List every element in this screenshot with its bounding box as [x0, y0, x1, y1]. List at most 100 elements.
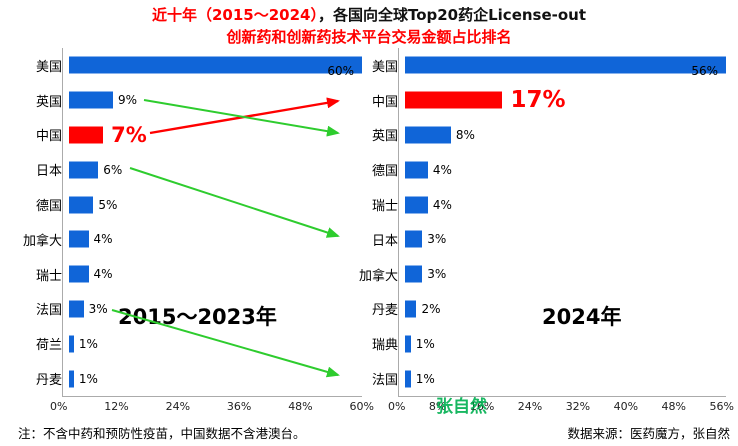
bar-row: 瑞典 1% [340, 326, 726, 361]
chart-title-line2: 创新药和创新药技术平台交易金额占比排名 [226, 27, 512, 46]
data-source: 数据来源：医药魔方，张自然 [567, 426, 730, 441]
category-label: 丹麦 [35, 373, 62, 389]
category-label: 加拿大 [358, 268, 398, 284]
bar-track: 3% [69, 292, 362, 327]
value-label: 7% [111, 122, 147, 147]
x-tick-label: 12% [104, 400, 129, 413]
x-tick-label: 48% [288, 400, 313, 413]
bar-row: 德国 4% [340, 152, 726, 187]
bar-track: 56% [405, 48, 726, 83]
category-label: 日本 [371, 233, 398, 249]
category-label: 日本 [35, 164, 62, 180]
value-label: 1% [78, 371, 98, 386]
x-tick-label: 60% [349, 400, 374, 413]
bar-row: 法国 3% [8, 292, 362, 327]
bar [69, 161, 99, 179]
bar-row: 中国 7% [8, 118, 362, 153]
bar [405, 56, 726, 74]
bar-row: 加拿大 3% [340, 257, 726, 292]
bar-track: 5% [69, 187, 362, 222]
chart-title-line1: 近十年（2015～2024），各国向全球Top20药企License-out [0, 5, 738, 27]
bar-track: 9% [69, 83, 362, 118]
category-label: 英国 [35, 94, 62, 110]
bar-chart-2015-2023: 美国 60% 英国 9% 中国 7% 日本 6% 德国 5% 加拿大 4% 瑞士 4% 法国 3% 荷兰 1% 丹麦… [8, 48, 362, 396]
bar-row: 中国 17% [340, 83, 726, 118]
x-tick-label: 24% [165, 400, 191, 413]
bar-row: 美国 56% [340, 48, 726, 83]
x-tick-label: 8% [428, 400, 447, 413]
x-axis-line-right [398, 396, 726, 397]
bar-row: 英国 8% [340, 118, 726, 153]
bar-row: 丹麦 2% [340, 292, 726, 327]
bar [405, 126, 451, 144]
bar [405, 300, 417, 318]
bar-row: 荷兰 1% [8, 326, 362, 361]
y-axis-line-left [62, 48, 63, 397]
value-label: 60% [327, 64, 354, 78]
bar-track: 6% [69, 152, 362, 187]
bar-track: 1% [69, 326, 362, 361]
bar-track: 7% [69, 118, 362, 153]
bar-row: 瑞士 4% [340, 187, 726, 222]
value-label: 1% [78, 336, 98, 351]
value-label: 4% [432, 197, 452, 212]
bar-track: 1% [405, 326, 726, 361]
value-label: 4% [93, 267, 113, 282]
period-label-2024: 2024年 [542, 305, 622, 329]
bar-row: 瑞士 4% [8, 257, 362, 292]
bar-track: 1% [405, 361, 726, 396]
bar-row: 日本 3% [340, 222, 726, 257]
category-label: 瑞士 [371, 199, 398, 215]
category-label: 瑞士 [35, 268, 62, 284]
bar-track: 4% [69, 222, 362, 257]
y-axis-line-right [398, 48, 399, 397]
bar-track: 3% [405, 222, 726, 257]
bar [405, 196, 428, 214]
value-label: 8% [455, 127, 475, 142]
x-tick-label: 32% [565, 400, 591, 413]
bar [405, 230, 423, 248]
category-label: 荷兰 [35, 338, 62, 354]
value-label: 6% [103, 162, 123, 177]
value-label: 3% [88, 301, 108, 316]
bar-track: 3% [405, 257, 726, 292]
value-label: 1% [415, 336, 435, 351]
x-tick-label: 0% [50, 400, 68, 413]
category-label: 法国 [35, 303, 62, 319]
bar [69, 230, 89, 248]
value-label: 17% [510, 87, 566, 114]
category-label: 瑞典 [371, 338, 398, 354]
category-label: 中国 [371, 94, 398, 110]
bar-chart-2024: 美国 56% 中国 17% 英国 8% 德国 4% 瑞士 4% 日本 3% 加拿大 3% 丹麦 2% 瑞典 1% 法… [340, 48, 726, 396]
bar-track: 1% [69, 361, 362, 396]
bar-row: 德国 5% [8, 187, 362, 222]
value-label: 3% [427, 267, 447, 282]
category-label: 法国 [371, 373, 398, 389]
bar-row: 美国 60% [8, 48, 362, 83]
x-tick-label: 24% [517, 400, 543, 413]
value-label: 1% [415, 371, 435, 386]
value-label: 3% [427, 232, 447, 247]
x-tick-label: 56% [709, 400, 734, 413]
x-axis-ticks-right: 0% 8% 16% 24% 32% 40% 48% 56% [388, 400, 734, 413]
chart-title-line1-period: 近十年（2015～2024） [151, 6, 318, 24]
bar [69, 56, 362, 74]
category-label: 丹麦 [371, 303, 398, 319]
category-label: 英国 [371, 129, 398, 145]
bar-row: 法国 1% [340, 361, 726, 396]
category-label: 美国 [35, 59, 62, 75]
category-label: 德国 [371, 164, 398, 180]
footnote: 注：不含中药和预防性疫苗，中国数据不含港澳台。 [18, 426, 306, 441]
bar [405, 161, 428, 179]
bar-row: 英国 9% [8, 83, 362, 118]
category-label: 中国 [35, 129, 62, 145]
bar [69, 91, 113, 109]
bar-track: 8% [405, 118, 726, 153]
bar [405, 265, 423, 283]
value-label: 4% [432, 162, 452, 177]
x-axis-line-left [62, 396, 362, 397]
bar-track: 4% [405, 187, 726, 222]
bar [69, 300, 84, 318]
bar [405, 335, 411, 353]
